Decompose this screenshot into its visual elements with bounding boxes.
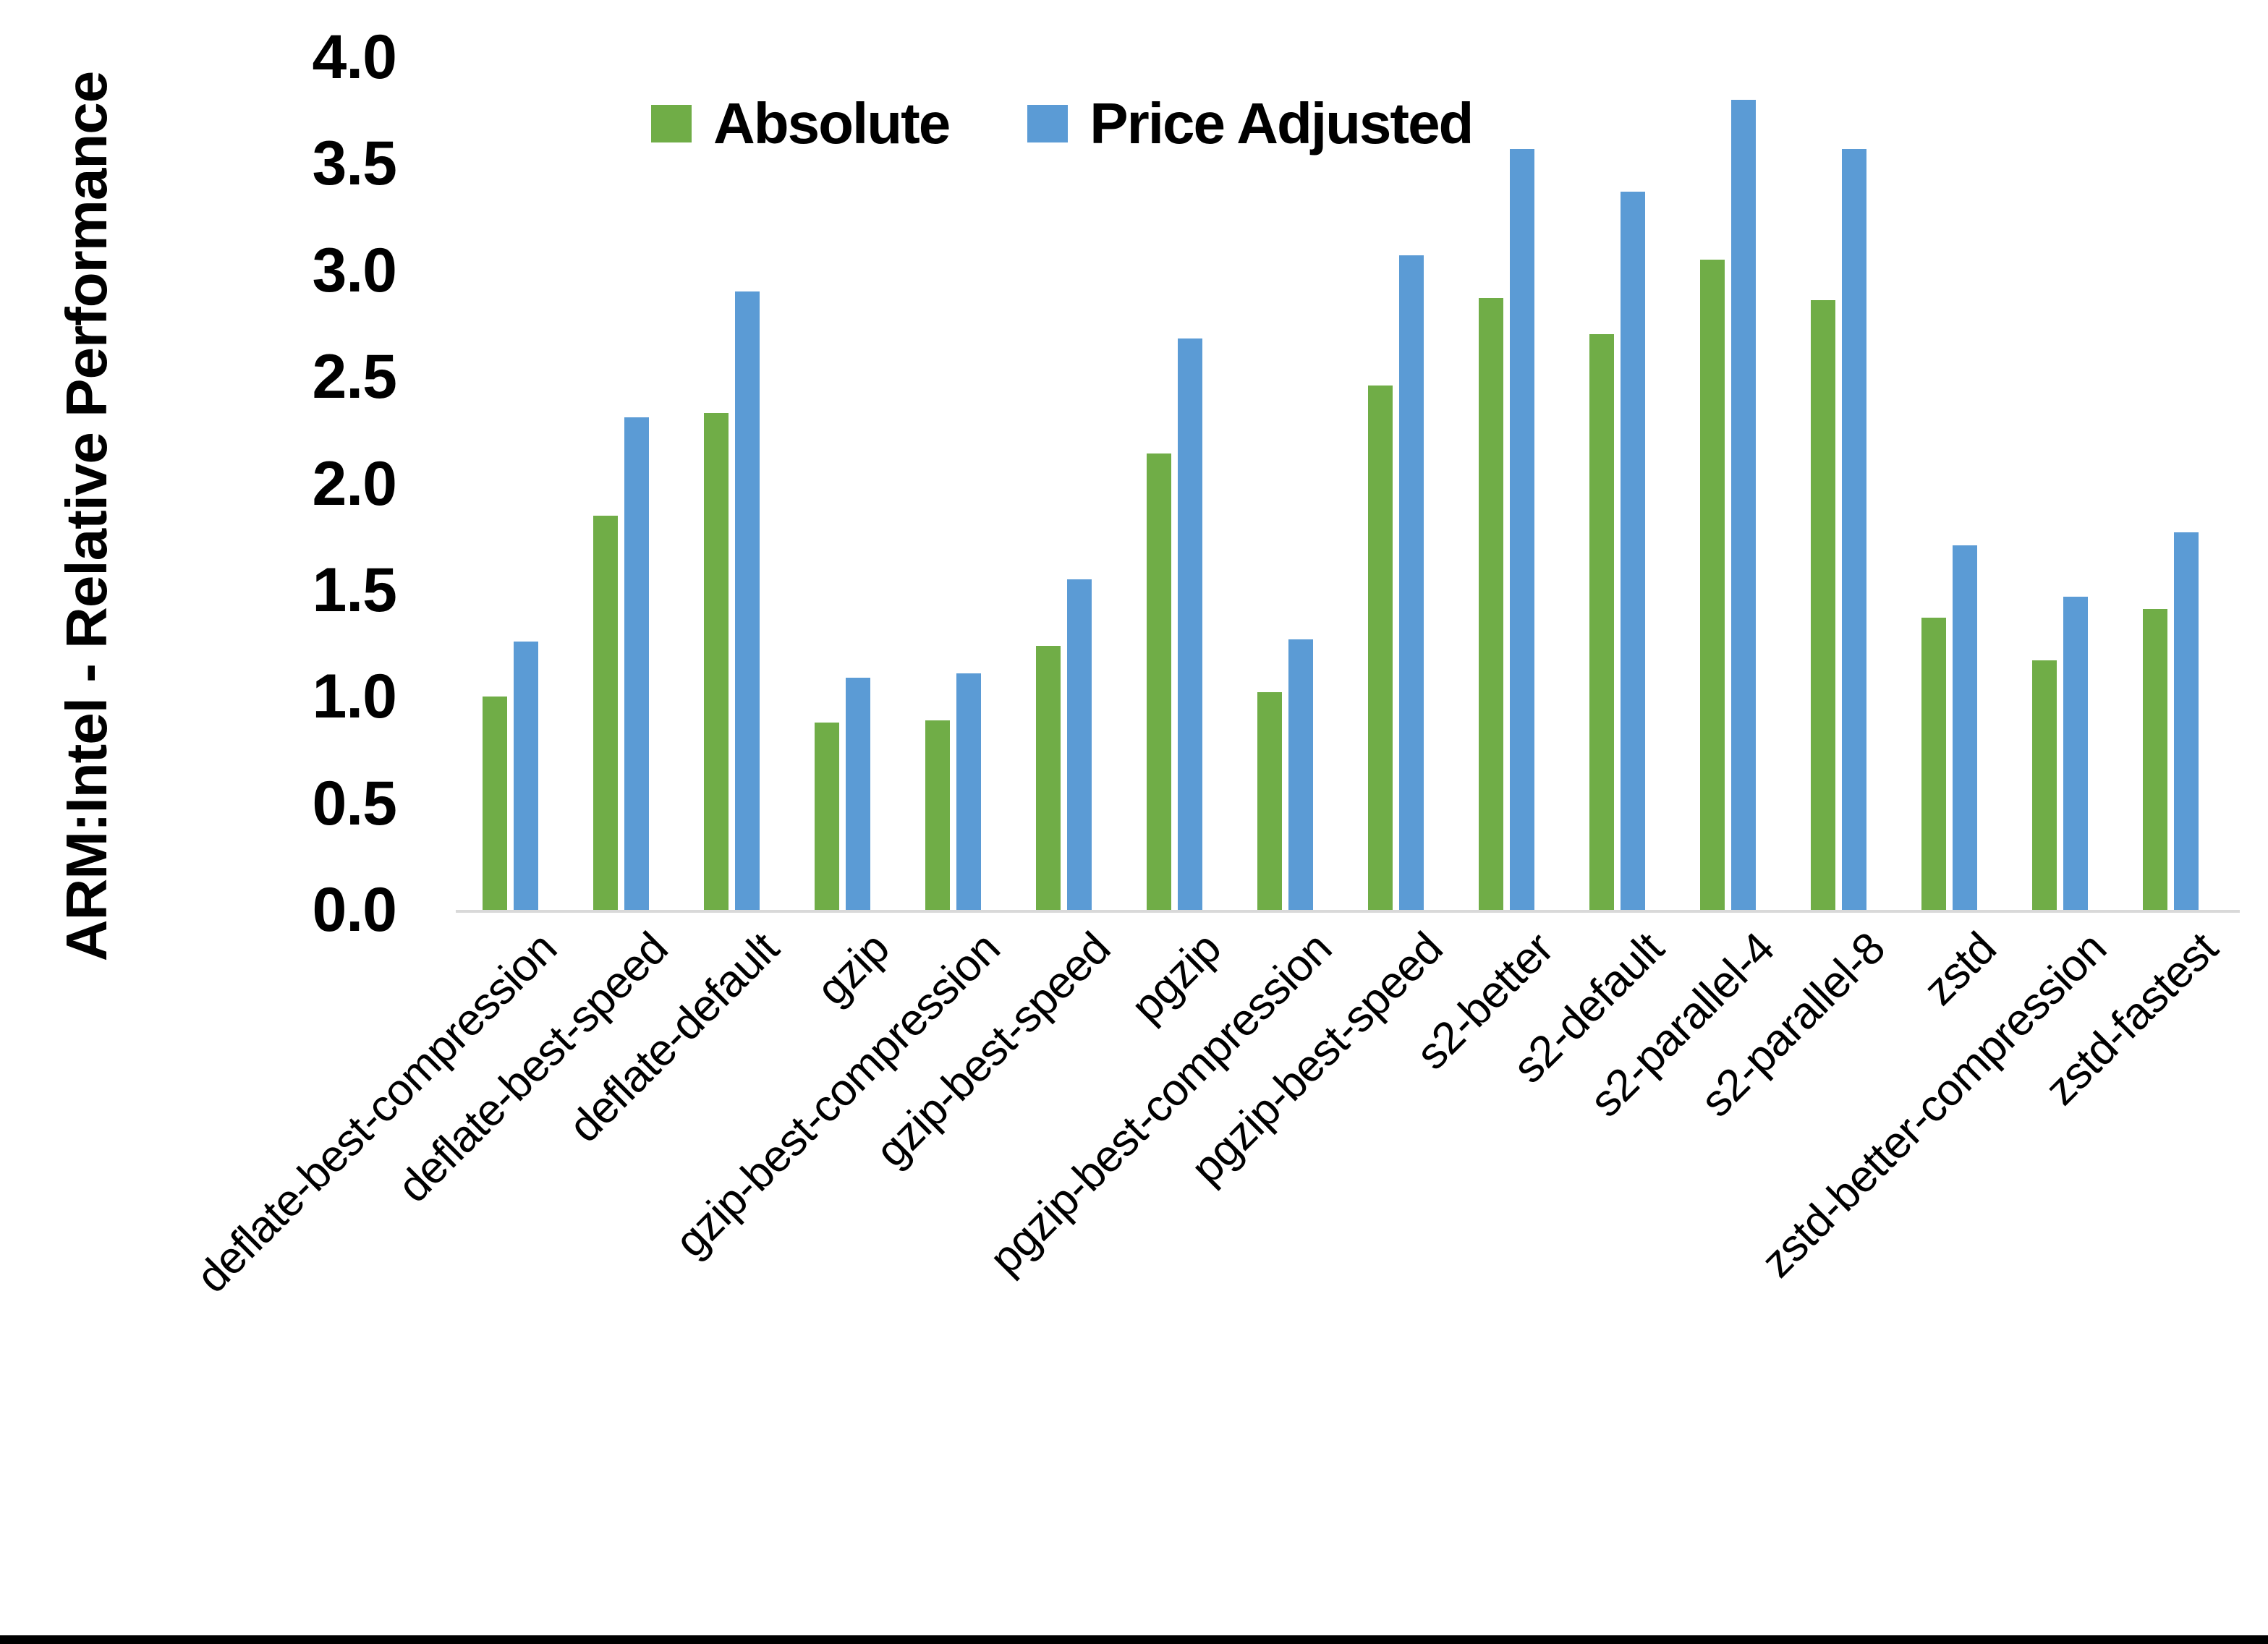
bar-absolute-pgzip-best-compression [1257, 692, 1282, 910]
bar-absolute-zstd [1921, 618, 1946, 910]
y-axis-title: ARM:Intel - Relative Performance [54, 71, 119, 962]
bar-absolute-gzip [815, 722, 839, 910]
bar-price-adjusted-s2-default [1621, 191, 1645, 910]
bar-price-adjusted-gzip [846, 677, 870, 910]
y-tick-label-1.5: 1.5 [312, 555, 397, 625]
bar-price-adjusted-deflate-default [735, 291, 760, 910]
bar-absolute-zstd-fastest [2143, 609, 2167, 910]
bar-price-adjusted-deflate-best-compression [514, 641, 538, 910]
bar-absolute-s2-parallel-4 [1700, 260, 1725, 910]
bar-absolute-pgzip [1147, 453, 1171, 910]
bar-absolute-deflate-default [704, 413, 729, 910]
bar-price-adjusted-gzip-best-speed [1067, 579, 1092, 910]
bar-price-adjusted-pgzip-best-compression [1288, 639, 1313, 910]
legend-label-absolute: Absolute [713, 91, 951, 156]
y-tick-label-3.0: 3.0 [312, 235, 397, 305]
bar-absolute-s2-better [1479, 298, 1503, 910]
x-category-label-zstd: zstd [1914, 923, 2005, 1015]
y-tick-label-4.0: 4.0 [312, 22, 397, 92]
bar-price-adjusted-zstd-fastest [2174, 532, 2199, 910]
y-tick-label-2.0: 2.0 [312, 448, 397, 519]
bar-price-adjusted-s2-parallel-4 [1731, 99, 1756, 910]
bar-price-adjusted-pgzip-best-speed [1399, 255, 1424, 910]
y-tick-label-3.5: 3.5 [312, 129, 397, 199]
bar-price-adjusted-pgzip [1178, 338, 1202, 910]
y-tick-label-0.5: 0.5 [312, 768, 397, 838]
x-category-label-gzip: gzip [807, 923, 899, 1015]
bar-absolute-deflate-best-speed [593, 515, 618, 910]
legend-swatch-price-adjusted [1027, 105, 1069, 142]
bar-price-adjusted-s2-parallel-8 [1842, 148, 1866, 910]
bar-price-adjusted-gzip-best-compression [956, 673, 981, 910]
bar-price-adjusted-zstd-better-compression [2063, 596, 2088, 910]
bar-absolute-s2-parallel-8 [1811, 300, 1835, 910]
y-tick-label-0.0: 0.0 [312, 875, 397, 945]
bar-absolute-zstd-better-compression [2032, 660, 2057, 910]
bar-absolute-gzip-best-compression [925, 720, 950, 910]
bar-price-adjusted-zstd [1953, 545, 1977, 910]
bar-absolute-gzip-best-speed [1036, 645, 1061, 910]
y-tick-label-2.5: 2.5 [312, 342, 397, 412]
bottom-border [0, 1635, 2268, 1644]
x-axis-line [456, 910, 2240, 913]
bar-absolute-deflate-best-compression [483, 697, 507, 910]
bar-price-adjusted-s2-better [1510, 148, 1534, 910]
bar-absolute-s2-default [1589, 334, 1614, 910]
legend-swatch-absolute [651, 105, 692, 142]
legend: Absolute Price Adjusted [651, 91, 1474, 156]
bar-absolute-pgzip-best-speed [1368, 385, 1393, 910]
bar-price-adjusted-deflate-best-speed [624, 417, 649, 910]
y-tick-label-1.0: 1.0 [312, 662, 397, 732]
legend-label-price-adjusted: Price Adjusted [1090, 91, 1474, 156]
